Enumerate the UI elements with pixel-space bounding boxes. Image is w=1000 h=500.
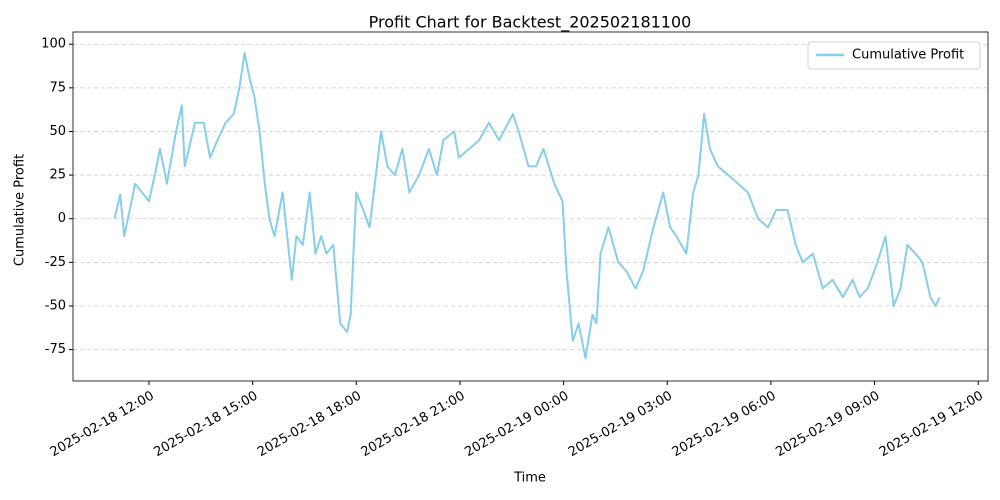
y-tick-label: -25 [45,255,66,270]
line [113,51,941,360]
y-axis-label: Cumulative Profit [13,154,28,266]
axes-frame [72,31,989,382]
y-tick-label: 0 [58,211,66,226]
y-tick-label: -75 [45,342,66,357]
y-tick-label: 75 [49,80,66,95]
y-tick-label: 25 [49,168,66,183]
chart-title: Profit Chart for Backtest_202502181100 [369,13,692,33]
y-tick-label: -50 [45,298,66,313]
legend-label: Cumulative Profit [852,48,964,63]
x-axis-label: Time [513,471,546,486]
y-tick-label: 100 [41,37,66,52]
legend-box [807,41,981,70]
y-tick-label: 50 [49,124,66,139]
